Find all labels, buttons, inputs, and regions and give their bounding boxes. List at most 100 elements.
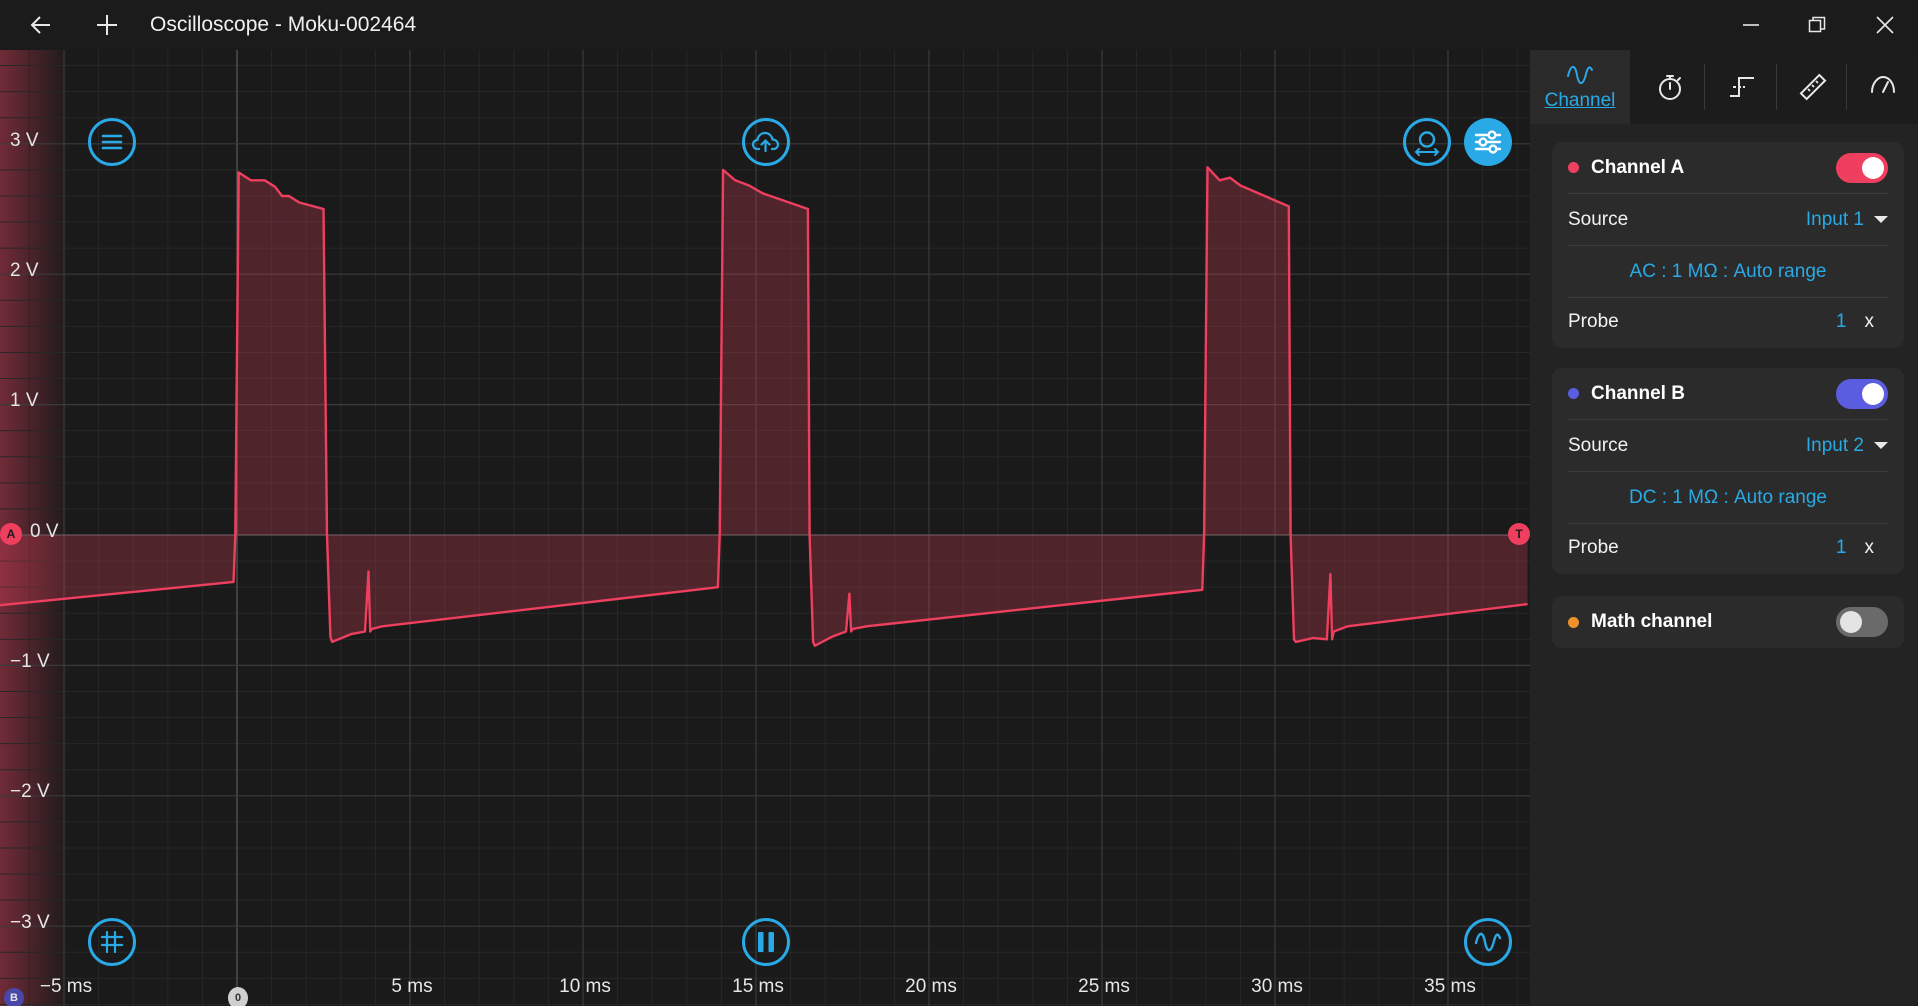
minimize-button[interactable]	[1726, 0, 1776, 50]
tab-timebase[interactable]	[1634, 50, 1706, 124]
x-tick-label: 10 ms	[559, 976, 611, 998]
ruler-icon	[1798, 72, 1828, 102]
channel-a-coupling-row[interactable]: AC : 1 MΩ : Auto range	[1568, 246, 1888, 298]
sliders-icon	[1473, 128, 1503, 156]
restore-icon	[1808, 16, 1826, 34]
autoscale-button[interactable]	[1464, 918, 1512, 966]
source-label: Source	[1568, 435, 1628, 457]
title-bar: Oscilloscope - Moku-002464	[0, 0, 1918, 50]
math-channel-card: Math channel	[1552, 596, 1904, 648]
x-tick-label: −5 ms	[40, 976, 92, 998]
channel-b-probe-input[interactable]: 1	[1836, 537, 1847, 559]
y-tick-label: −3 V	[10, 912, 50, 934]
y-tick-label: 1 V	[10, 390, 39, 412]
channel-a-probe-input[interactable]: 1	[1836, 311, 1847, 333]
x-tick-label: 25 ms	[1078, 976, 1130, 998]
channel-b-toggle[interactable]	[1836, 379, 1888, 409]
back-button[interactable]	[20, 0, 62, 50]
chevron-down-icon	[1874, 442, 1888, 449]
settings-panel-button[interactable]	[1464, 118, 1512, 166]
main-menu-button[interactable]	[88, 118, 136, 166]
trigger-edge-icon	[1727, 72, 1757, 102]
zoom-button[interactable]	[1403, 118, 1451, 166]
grid-icon	[98, 928, 126, 956]
window-title: Oscilloscope - Moku-002464	[150, 13, 416, 37]
y-tick-label: −1 V	[10, 651, 50, 673]
y-tick-label: 0 V	[30, 521, 59, 543]
channel-b-coupling-row[interactable]: DC : 1 MΩ : Auto range	[1568, 472, 1888, 524]
trigger-time-marker[interactable]: 0	[228, 987, 248, 1006]
close-icon	[1876, 16, 1894, 34]
channel-a-card: Channel A Source Input 1 AC : 1 MΩ : Aut…	[1552, 142, 1904, 348]
tab-acquisition[interactable]	[1848, 50, 1918, 124]
x-tick-label: 5 ms	[391, 976, 432, 998]
probe-unit: x	[1865, 537, 1875, 559]
math-channel-toggle[interactable]	[1836, 607, 1888, 637]
y-tick-label: −2 V	[10, 781, 50, 803]
close-button[interactable]	[1860, 0, 1910, 50]
tab-measure[interactable]	[1778, 50, 1848, 124]
gauge-icon	[1868, 72, 1898, 102]
waveform-display[interactable]	[0, 50, 1530, 1006]
probe-label: Probe	[1568, 537, 1619, 559]
channel-a-probe-row: Probe 1 x	[1568, 296, 1888, 348]
channel-a-name: Channel A	[1591, 157, 1684, 179]
channel-a-offset-marker[interactable]: A	[0, 523, 22, 545]
tab-separator	[1776, 64, 1777, 110]
channel-b-frontend-settings[interactable]: DC : 1 MΩ : Auto range	[1568, 487, 1888, 509]
x-tick-label: 20 ms	[905, 976, 957, 998]
channel-a-trace-fill	[0, 167, 1528, 646]
cloud-upload-icon	[751, 129, 781, 155]
tab-channel-label: Channel	[1545, 90, 1616, 112]
channel-b-probe-row: Probe 1 x	[1568, 522, 1888, 574]
y-tick-label: 2 V	[10, 260, 39, 282]
sine-wave-icon	[1566, 62, 1594, 88]
panel-tab-bar: Channel	[1530, 50, 1918, 124]
source-label: Source	[1568, 209, 1628, 231]
tab-separator	[1846, 64, 1847, 110]
tab-trigger[interactable]	[1706, 50, 1778, 124]
math-channel-header: Math channel	[1568, 596, 1888, 648]
channel-a-toggle[interactable]	[1836, 153, 1888, 183]
x-tick-label: 30 ms	[1251, 976, 1303, 998]
settings-panel: Channel Channel A Source Input 1	[1530, 50, 1918, 1006]
math-channel-name: Math channel	[1591, 611, 1712, 633]
probe-unit: x	[1865, 311, 1875, 333]
toggle-knob	[1862, 383, 1884, 405]
channel-b-source-select[interactable]: Input 2	[1806, 435, 1888, 457]
plus-icon	[96, 14, 118, 36]
channel-b-card: Channel B Source Input 2 DC : 1 MΩ : Aut…	[1552, 368, 1904, 574]
channel-b-color-dot	[1568, 388, 1579, 399]
channel-b-header: Channel B	[1568, 368, 1888, 420]
grid-cursor-button[interactable]	[88, 918, 136, 966]
channel-a-source-select[interactable]: Input 1	[1806, 209, 1888, 231]
trigger-level-marker[interactable]: T	[1508, 523, 1530, 545]
restore-button[interactable]	[1792, 0, 1842, 50]
channel-a-header: Channel A	[1568, 142, 1888, 194]
toggle-knob	[1862, 157, 1884, 179]
x-tick-label: 35 ms	[1424, 976, 1476, 998]
minimize-icon	[1742, 16, 1760, 34]
arrow-left-icon	[29, 13, 53, 37]
channel-a-color-dot	[1568, 162, 1579, 173]
new-instrument-button[interactable]	[86, 0, 128, 50]
menu-icon	[99, 129, 125, 155]
x-tick-label: 15 ms	[732, 976, 784, 998]
channel-b-source-value: Input 2	[1806, 435, 1864, 457]
pause-icon	[755, 930, 777, 954]
channel-b-offset-marker[interactable]: B	[4, 988, 24, 1006]
pause-button[interactable]	[742, 918, 790, 966]
tab-channel[interactable]: Channel	[1530, 50, 1630, 124]
channel-b-source-row[interactable]: Source Input 2	[1568, 420, 1888, 472]
y-tick-label: 3 V	[10, 130, 39, 152]
channel-a-source-value: Input 1	[1806, 209, 1864, 231]
channel-a-source-row[interactable]: Source Input 1	[1568, 194, 1888, 246]
upload-data-button[interactable]	[742, 118, 790, 166]
magnifier-icon	[1413, 128, 1441, 156]
probe-label: Probe	[1568, 311, 1619, 333]
chevron-down-icon	[1874, 216, 1888, 223]
oscilloscope-plot[interactable]: 3 V 2 V 1 V 0 V −1 V −2 V −3 V −5 ms 5 m…	[0, 50, 1530, 1006]
math-channel-color-dot	[1568, 617, 1579, 628]
channel-a-frontend-settings[interactable]: AC : 1 MΩ : Auto range	[1568, 261, 1888, 283]
toggle-knob	[1840, 611, 1862, 633]
